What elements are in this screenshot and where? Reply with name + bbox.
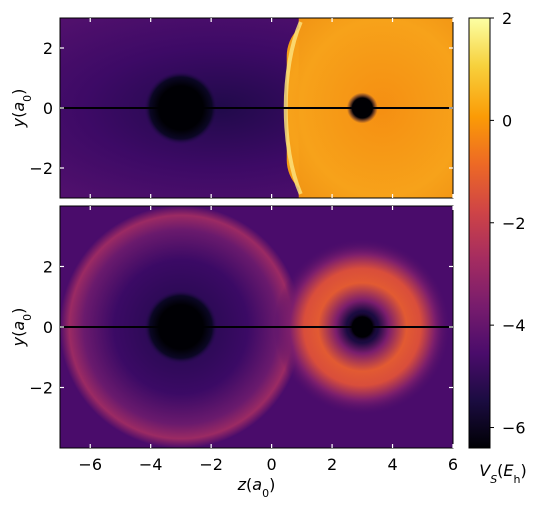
y-tick-label: 2 [43,39,53,58]
x-tick-label: 6 [448,455,458,474]
x-tick-label: 4 [387,455,397,474]
colorbar-gradient [468,17,491,449]
colorbar-label: VS(Eh) [479,461,527,486]
colorbar: 2 0 −2 −4 −6 VS(Eh) [468,9,527,486]
bottom-y-axis-label: y(a0) [9,308,34,348]
top-heatmap-field [60,18,453,198]
top-y-axis-label: y(a0) [9,89,34,129]
colorbar-tick-label: −4 [502,316,526,335]
colorbar-tick-label: −6 [502,419,526,438]
colorbar-tick-label: −2 [502,214,526,233]
x-tick-label: −6 [78,455,102,474]
y-tick-label: 2 [43,258,53,277]
x-tick-label: −2 [199,455,223,474]
x-tick-label: 2 [327,455,337,474]
y-tick-label: −2 [29,159,53,178]
colorbar-tick-label: 2 [502,9,512,28]
y-tick-label: 0 [43,99,53,118]
y-tick-label: 0 [43,318,53,337]
top-heatmap-panel: −2 0 2 y(a0) [9,17,454,199]
bottom-heatmap-field [60,206,453,448]
colorbar-tick-label: 0 [502,111,512,130]
y-tick-label: −2 [29,379,53,398]
x-axis-label: z(a0) [237,475,276,500]
bottom-heatmap-panel: −6 −4 −2 0 2 4 6 −2 0 2 y(a0) z(a0) [9,205,458,500]
x-tick-label: 0 [267,455,277,474]
x-tick-label: −4 [139,455,163,474]
